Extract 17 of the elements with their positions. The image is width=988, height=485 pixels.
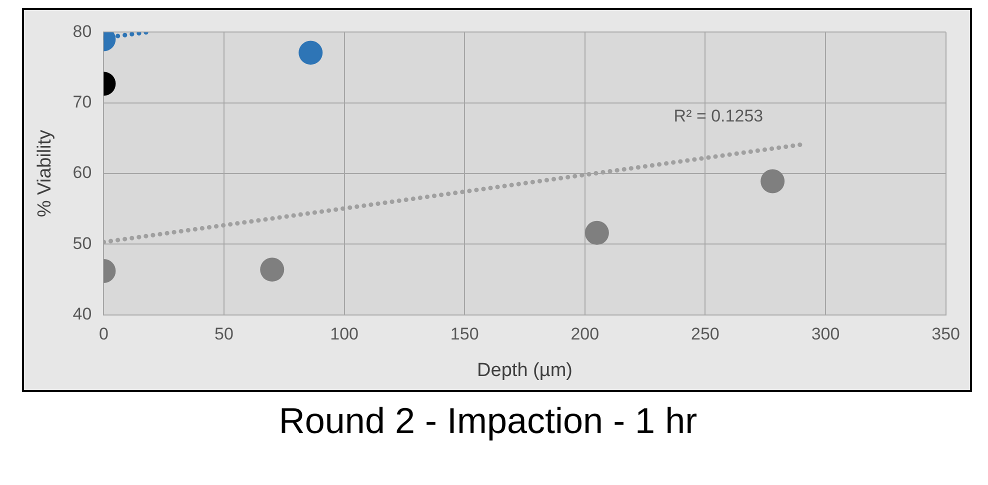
x-tick-label: 300 — [811, 324, 840, 344]
x-tick-label: 50 — [214, 324, 234, 344]
x-tick-label: 250 — [691, 324, 720, 344]
y-tick-label: 50 — [72, 234, 92, 253]
y-tick-label: 80 — [72, 22, 92, 41]
y-axis-title: % Viability — [34, 129, 56, 218]
annotation: R² = 0.1253 — [674, 106, 764, 126]
x-tick-label: 0 — [98, 324, 108, 344]
x-axis-title: Depth (µm) — [477, 360, 572, 381]
x-tick-label: 150 — [450, 324, 479, 344]
x-tick-label: 200 — [570, 324, 600, 344]
x-tick-label: 100 — [330, 324, 358, 344]
text: Round 2 - Impaction - 1 hr — [278, 400, 698, 442]
y-tick-label: 70 — [72, 92, 92, 112]
y-tick-label: 60 — [72, 163, 92, 182]
y-tick-label: 40 — [72, 304, 92, 324]
x-tick-label: 350 — [932, 324, 960, 344]
